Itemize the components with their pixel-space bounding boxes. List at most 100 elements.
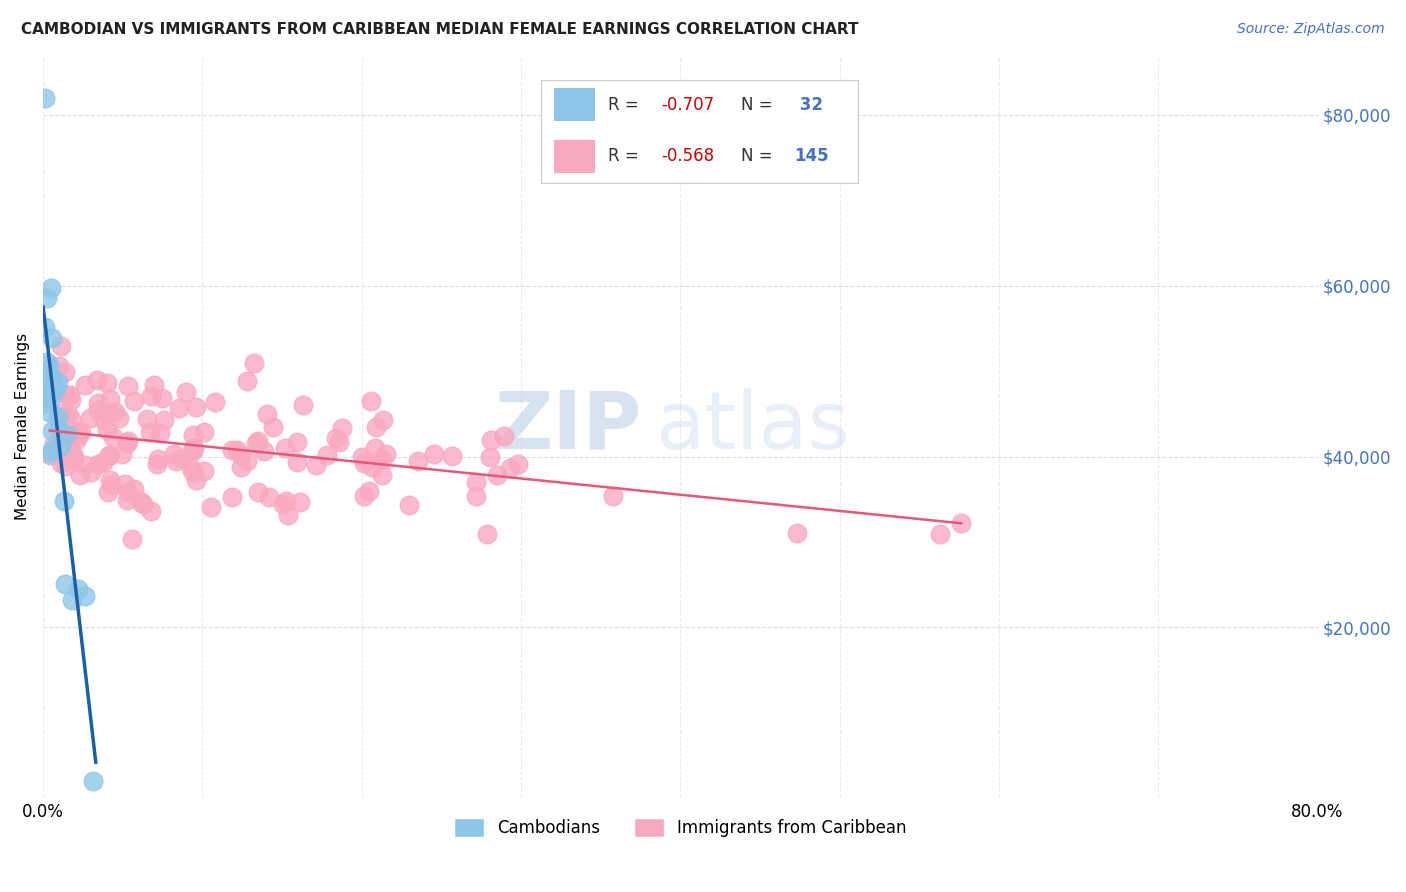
Point: [221, 442, 243, 457]
Point: [97, 449, 120, 463]
Point: [69, 467, 91, 482]
Point: [181, 465, 204, 479]
Point: [478, 450, 501, 465]
Point: [114, 477, 136, 491]
Point: [45, 382, 67, 396]
Legend: Cambodians, Immigrants from Caribbean: Cambodians, Immigrants from Caribbean: [446, 810, 915, 846]
Point: [364, 442, 387, 456]
Point: [100, 478, 122, 492]
Point: [139, 425, 162, 440]
Point: [46, 410, 69, 425]
Point: [786, 526, 808, 541]
Point: [291, 398, 314, 412]
Point: [87, 457, 110, 471]
Point: [41, 424, 63, 438]
Point: [167, 401, 190, 416]
Point: [39, 391, 62, 405]
Point: [62, 447, 84, 461]
Point: [62, 450, 84, 465]
Point: [253, 443, 276, 458]
Point: [180, 460, 202, 475]
Point: [98, 392, 121, 406]
Point: [398, 498, 420, 512]
Point: [328, 435, 350, 450]
Bar: [554, 88, 595, 121]
Point: [38, 376, 60, 390]
Point: [165, 453, 187, 467]
Text: atlas: atlas: [655, 388, 849, 466]
Point: [124, 482, 146, 496]
Point: [277, 508, 299, 523]
Point: [79, 411, 101, 425]
Point: [464, 489, 486, 503]
Point: [44, 437, 66, 451]
Point: [35, 291, 58, 305]
Point: [440, 450, 463, 464]
Text: R =: R =: [607, 147, 644, 165]
Point: [39, 384, 62, 399]
Point: [193, 425, 215, 439]
Point: [243, 355, 266, 369]
Point: [132, 497, 155, 511]
Point: [350, 450, 373, 465]
Point: [176, 384, 198, 399]
Text: ZIP: ZIP: [495, 388, 643, 466]
Point: [245, 436, 267, 450]
Point: [485, 467, 508, 482]
Text: R =: R =: [607, 96, 644, 114]
Point: [34, 320, 56, 334]
Point: [360, 394, 382, 409]
Point: [34, 91, 56, 105]
Point: [146, 451, 169, 466]
Point: [38, 359, 60, 373]
Point: [235, 454, 257, 468]
Point: [51, 406, 73, 420]
Point: [38, 375, 60, 389]
Point: [48, 359, 70, 373]
Point: [371, 413, 394, 427]
Point: [63, 450, 86, 465]
Point: [375, 447, 398, 461]
Point: [79, 466, 101, 480]
Point: [117, 378, 139, 392]
Point: [150, 391, 173, 405]
Point: [422, 447, 444, 461]
Point: [406, 454, 429, 468]
Point: [82, 774, 104, 789]
Bar: [554, 140, 595, 173]
Point: [508, 457, 530, 471]
Point: [35, 395, 58, 409]
Point: [479, 433, 502, 447]
Point: [67, 425, 90, 439]
Point: [87, 396, 110, 410]
Point: [131, 494, 153, 508]
Point: [256, 407, 278, 421]
Point: [231, 448, 253, 462]
Point: [149, 426, 172, 441]
Point: [97, 448, 120, 462]
Point: [49, 437, 72, 451]
Point: [51, 439, 73, 453]
Point: [111, 447, 134, 461]
Point: [274, 494, 297, 508]
Point: [96, 423, 118, 437]
Point: [139, 389, 162, 403]
Point: [97, 485, 120, 500]
Point: [371, 468, 394, 483]
Point: [53, 577, 76, 591]
Point: [55, 427, 77, 442]
Point: [184, 400, 207, 414]
Point: [41, 281, 63, 295]
Point: [108, 410, 131, 425]
Point: [498, 461, 520, 475]
Point: [136, 412, 159, 426]
Point: [91, 455, 114, 469]
Point: [53, 365, 76, 379]
Point: [53, 494, 76, 508]
Point: [56, 388, 79, 402]
Point: [73, 458, 96, 473]
Point: [66, 427, 89, 442]
Point: [49, 338, 72, 352]
Point: [73, 378, 96, 392]
Point: [62, 451, 84, 466]
